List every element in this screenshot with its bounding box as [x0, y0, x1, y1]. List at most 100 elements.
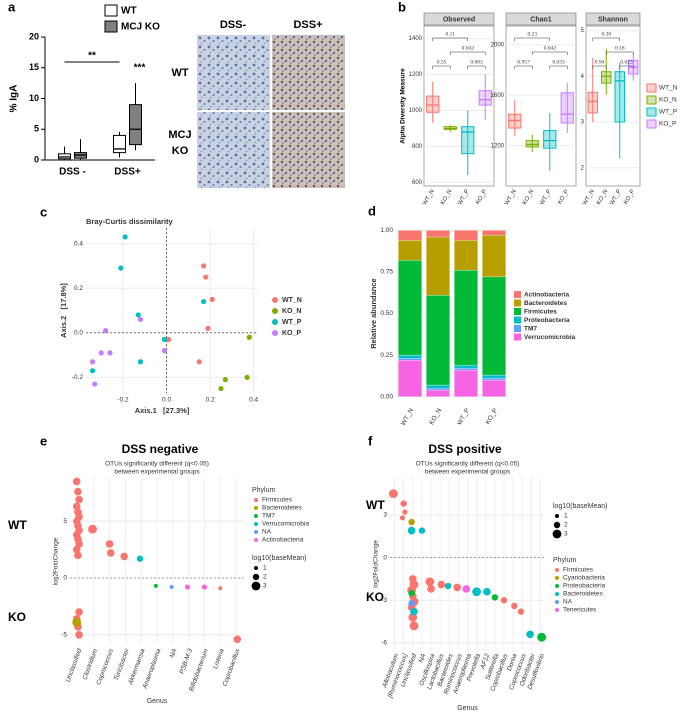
y-tick-label: 10: [29, 93, 39, 103]
strip: [505, 12, 577, 26]
p-value: 0.023: [620, 59, 633, 65]
point: [200, 298, 207, 305]
bar-segment: [482, 379, 506, 397]
y-tick-label: -5: [61, 631, 67, 638]
legend-label: WT_P: [282, 319, 302, 326]
row-label: WT: [171, 67, 188, 79]
point: [418, 527, 426, 534]
bracket: [592, 65, 607, 69]
y-axis-label: Alpha Diversity Measure: [400, 68, 407, 144]
legend-label: Bacteroidetes: [524, 300, 567, 307]
x-tick-label: 0.4: [249, 397, 258, 404]
x-tick-label: 0.2: [206, 397, 215, 404]
point: [483, 587, 491, 596]
p-value: 0.042: [462, 45, 475, 51]
x-tick-label: KO_P: [484, 407, 499, 426]
bar-segment: [426, 388, 450, 391]
point: [72, 617, 82, 627]
legend-title: Phylum: [252, 487, 276, 494]
group-label: KO: [8, 610, 26, 624]
bar-segment: [454, 369, 478, 397]
legend-swatch: [104, 4, 118, 17]
point: [410, 607, 418, 616]
x-axis-label: Axis.1 [27.3%]: [135, 406, 190, 415]
point: [161, 336, 167, 343]
bar-segment: [398, 230, 422, 241]
row-label: KO: [172, 145, 189, 157]
point: [205, 325, 211, 331]
point: [74, 551, 82, 560]
point: [200, 263, 207, 269]
y-tick-label: 15: [29, 62, 39, 72]
bar-segment: [398, 240, 422, 261]
x-tick-label: -0.2: [117, 397, 129, 404]
box: [113, 134, 126, 154]
legend-swatch: [272, 308, 278, 314]
legend-label: WT_N: [282, 297, 302, 304]
x-tick-label: WT_P: [456, 407, 471, 426]
y-axis-label: % IgA: [9, 85, 20, 113]
p-value: 0.55: [437, 59, 447, 65]
chart-subtitle: between experimental groups: [425, 469, 511, 476]
annotation: **: [88, 51, 96, 62]
bar-segment: [482, 230, 506, 236]
panel-label: a: [8, 0, 16, 14]
point: [500, 597, 508, 604]
y-tick-label: 20: [29, 31, 39, 41]
legend-swatch: [646, 119, 657, 129]
legend-swatch: [272, 319, 278, 325]
point: [409, 621, 419, 631]
micrograph: [272, 35, 345, 110]
bracket: [549, 65, 568, 69]
box: [129, 104, 142, 146]
x-tick-label: KO_N: [596, 189, 609, 206]
legend-label: 3: [564, 531, 568, 538]
legend-title: Phylum: [553, 557, 577, 564]
y-axis-label: Axis.2 [17.8%]: [59, 283, 68, 338]
legend-swatch: [514, 299, 521, 307]
size-legend-mark: [555, 514, 559, 518]
y-tick-label: 0.4: [74, 240, 83, 247]
y-tick-label: 1.00: [380, 227, 393, 234]
point: [89, 368, 96, 374]
size-legend-mark: [552, 529, 562, 539]
point: [105, 540, 114, 548]
y-tick-label: 1000: [409, 108, 423, 114]
legend-label: Verrucomicrobia: [524, 334, 576, 341]
bar-segment: [426, 230, 450, 238]
x-tick-label: KO_P: [557, 189, 570, 206]
x-tick-label: KO_N: [440, 189, 453, 206]
bar-segment: [454, 368, 478, 371]
point: [399, 515, 406, 521]
x-tick-label: KO_N: [428, 407, 443, 426]
point: [102, 327, 109, 334]
bar-segment: [454, 364, 478, 369]
point: [491, 594, 499, 601]
chart-subtitle: OTUs significantly different (q<0.05): [416, 461, 520, 468]
point: [427, 585, 435, 593]
point: [137, 359, 144, 365]
y-axis-label: log2FoldChange: [373, 540, 380, 588]
bar-segment: [398, 358, 422, 361]
legend-label: WT: [121, 6, 137, 17]
point: [184, 584, 191, 590]
point: [408, 599, 415, 607]
bar-segment: [482, 374, 506, 379]
group-label: KO: [366, 590, 384, 604]
bar-segment: [398, 260, 422, 356]
y-tick-label: 5: [581, 28, 585, 34]
bar-segment: [482, 378, 506, 381]
legend-swatch: [254, 498, 258, 502]
y-tick-label: 0: [63, 575, 67, 582]
legend-swatch: [555, 568, 559, 572]
y-tick-label: -6: [381, 640, 387, 647]
legend-label: Firmicutes: [262, 497, 293, 504]
box: [587, 91, 598, 114]
x-tick-label: Listeria: [212, 648, 226, 670]
y-tick-label: 1200: [409, 72, 423, 78]
point: [218, 385, 224, 392]
size-legend-mark: [553, 521, 561, 529]
box: [426, 95, 440, 113]
